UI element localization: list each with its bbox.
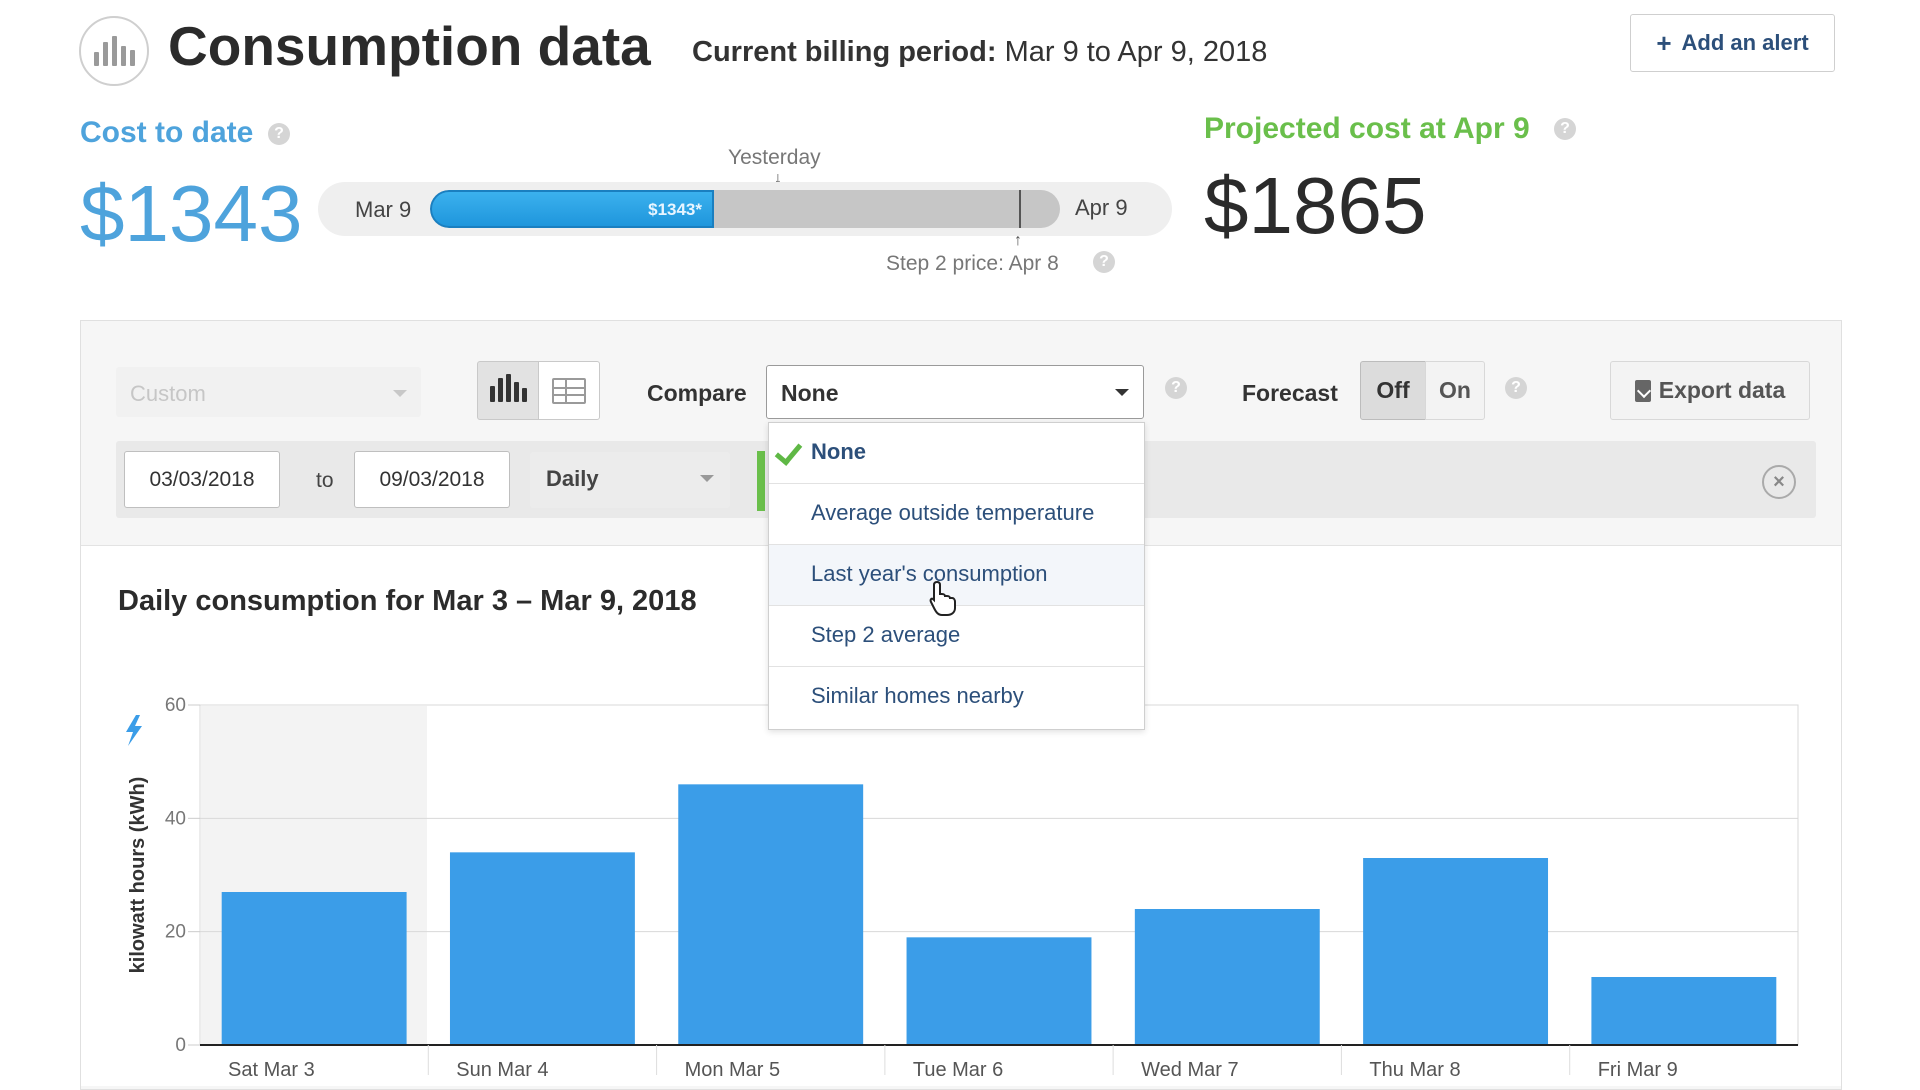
export-data-label: Export data	[1658, 377, 1786, 403]
compare-option[interactable]: Average outside temperature	[769, 484, 1144, 545]
bar[interactable]	[221, 892, 407, 1045]
progress-end-label: Apr 9	[1075, 195, 1128, 220]
period-select[interactable]: Custom	[116, 367, 421, 417]
progress-start-label: Mar 9	[355, 197, 412, 222]
forecast-on-toggle[interactable]: On	[1425, 361, 1485, 420]
compare-option-label: Step 2 average	[811, 622, 961, 647]
file-export-icon	[1634, 379, 1651, 402]
help-icon[interactable]: ?	[1093, 251, 1115, 273]
y-tick-label: 20	[165, 922, 186, 943]
billing-period-value: Mar 9 to Apr 9, 2018	[1004, 36, 1268, 68]
help-icon[interactable]: ?	[1165, 377, 1187, 399]
export-data-button[interactable]: Export data	[1610, 361, 1810, 420]
step-2-marker	[1019, 190, 1021, 228]
hand-cursor-icon	[929, 580, 956, 616]
bar[interactable]	[449, 852, 635, 1045]
x-tick-label: Wed Mar 7	[1141, 1059, 1238, 1080]
y-axis-label: kilowatt hours (kWh)	[127, 777, 149, 974]
bar[interactable]	[1591, 977, 1777, 1045]
billing-period-label: Current billing period:	[692, 36, 997, 68]
cost-to-date-value: $1343	[80, 169, 303, 258]
help-icon[interactable]: ?	[1505, 377, 1527, 399]
period-select-value: Custom	[130, 381, 206, 406]
chevron-down-icon	[1115, 389, 1129, 396]
projected-cost-label: Projected cost at Apr 9	[1204, 112, 1530, 145]
compare-option[interactable]: Similar homes nearby	[769, 667, 1144, 728]
compare-option-label: None	[811, 439, 866, 464]
chevron-down-icon	[393, 390, 407, 397]
compare-label: Compare	[647, 380, 747, 406]
billing-period: Current billing period: Mar 9 to Apr 9, …	[692, 36, 1267, 69]
compare-select[interactable]: None	[766, 365, 1144, 419]
help-icon[interactable]: ?	[1554, 118, 1576, 140]
progress-fill-label: $1343*	[648, 200, 702, 219]
yesterday-label: Yesterday	[728, 146, 821, 169]
close-icon[interactable]: ×	[1762, 465, 1796, 499]
page-title: Consumption data	[168, 15, 651, 77]
range-indicator	[757, 451, 765, 511]
bar-chart-icon	[79, 16, 149, 86]
bar[interactable]	[678, 784, 864, 1045]
compare-option-label: Last year's consumption	[811, 561, 1048, 586]
date-to-input[interactable]: 09/03/2018	[354, 451, 510, 508]
compare-option-label: Average outside temperature	[811, 500, 1095, 525]
x-tick-label: Sat Mar 3	[228, 1059, 315, 1080]
progress-fill: $1343*	[430, 190, 714, 228]
table-icon	[552, 377, 586, 404]
compare-dropdown-menu: None Average outside temperature Last year…	[768, 422, 1145, 730]
bar[interactable]	[1363, 858, 1549, 1045]
compare-option[interactable]: Last year's consumption	[769, 545, 1144, 606]
down-arrow-icon: ↓	[774, 170, 782, 187]
forecast-label: Forecast	[1242, 380, 1338, 406]
y-tick-label: 0	[175, 1035, 186, 1056]
date-from-input[interactable]: 03/03/2018	[124, 451, 280, 508]
x-tick-label: Mon Mar 5	[685, 1059, 781, 1080]
help-icon[interactable]: ?	[268, 123, 290, 145]
chart-view-button[interactable]	[477, 361, 539, 420]
consumption-bar-chart: 0 20 40 60 kilowatt hours (kWh) Sat Mar 3 Sun …	[126, 695, 1799, 1080]
compare-option[interactable]: None	[769, 423, 1144, 484]
interval-select[interactable]: Daily	[530, 452, 730, 508]
add-alert-button[interactable]: + Add an alert	[1630, 14, 1835, 72]
x-tick-label: Tue Mar 6	[913, 1059, 1003, 1080]
add-alert-label: Add an alert	[1681, 30, 1809, 55]
y-tick-label: 60	[165, 695, 186, 716]
table-view-button[interactable]	[538, 361, 600, 420]
bar[interactable]	[1134, 909, 1320, 1045]
check-icon	[774, 437, 803, 466]
chevron-down-icon	[700, 475, 714, 482]
lightning-icon	[126, 715, 142, 746]
x-tick-label: Fri Mar 9	[1598, 1059, 1678, 1080]
compare-select-value: None	[781, 380, 839, 406]
compare-option[interactable]: Step 2 average	[769, 606, 1144, 667]
x-tick-label: Sun Mar 4	[456, 1059, 548, 1080]
forecast-off-toggle[interactable]: Off	[1360, 361, 1426, 420]
x-tick-label: Thu Mar 8	[1369, 1059, 1460, 1080]
interval-select-value: Daily	[546, 466, 599, 491]
up-arrow-icon: ↑	[1014, 232, 1022, 249]
plus-icon: +	[1656, 27, 1672, 58]
y-tick-label: 40	[165, 808, 186, 829]
cost-to-date-label: Cost to date	[80, 116, 254, 149]
progress-track: $1343*	[430, 190, 1060, 228]
chart-title: Daily consumption for Mar 3 – Mar 9, 201…	[118, 585, 697, 617]
step-2-label: Step 2 price: Apr 8	[886, 252, 1059, 275]
bar[interactable]	[906, 937, 1092, 1045]
projected-cost-value: $1865	[1204, 161, 1427, 250]
date-to-label: to	[316, 469, 334, 492]
compare-option-label: Similar homes nearby	[811, 683, 1024, 708]
